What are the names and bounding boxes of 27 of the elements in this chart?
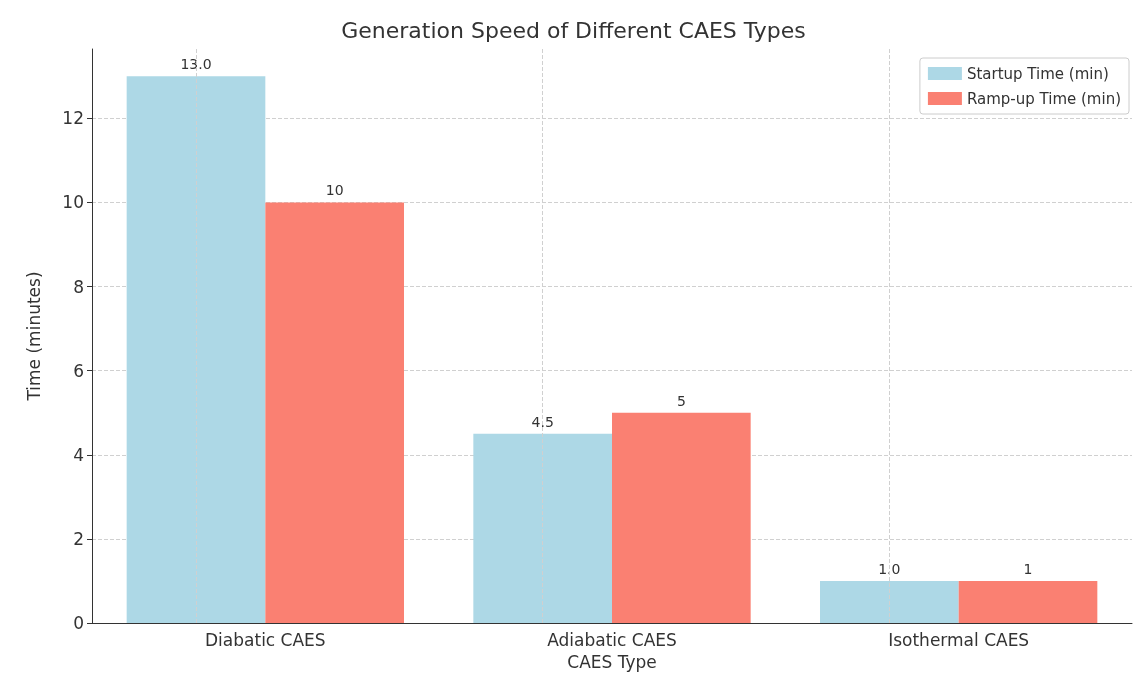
data-label: 5 bbox=[676, 392, 686, 409]
y-tick-label: 12 bbox=[62, 108, 84, 129]
y-tick-label: 4 bbox=[73, 444, 84, 465]
legend-label: Startup Time (min) bbox=[966, 64, 1109, 83]
y-tick-label: 2 bbox=[73, 528, 84, 549]
y-tick-label: 10 bbox=[62, 192, 84, 213]
data-label: 1.0 bbox=[878, 560, 901, 577]
bar bbox=[126, 76, 266, 623]
bar bbox=[958, 580, 1098, 623]
chart-title: Generation Speed of Different CAES Types bbox=[341, 17, 806, 43]
x-tick-label: Diabatic CAES bbox=[205, 629, 326, 650]
data-label: 13.0 bbox=[180, 56, 212, 73]
data-label: 10 bbox=[325, 182, 344, 199]
x-tick-label: Isothermal CAES bbox=[888, 629, 1030, 650]
y-tick-label: 0 bbox=[73, 613, 84, 633]
y-tick-label: 8 bbox=[73, 276, 84, 297]
bar bbox=[820, 580, 959, 623]
y-axis-title: Time (minutes) bbox=[23, 271, 44, 402]
y-tick-label: 6 bbox=[73, 360, 84, 381]
x-axis-title: CAES Type bbox=[567, 651, 657, 672]
data-label: 1 bbox=[1023, 560, 1033, 577]
bar bbox=[612, 412, 751, 623]
x-tick-label: Adiabatic CAES bbox=[547, 629, 677, 650]
data-label: 4.5 bbox=[531, 413, 554, 430]
legend-label: Ramp-up Time (min) bbox=[966, 89, 1122, 108]
bar bbox=[265, 202, 404, 623]
bar bbox=[473, 433, 612, 623]
